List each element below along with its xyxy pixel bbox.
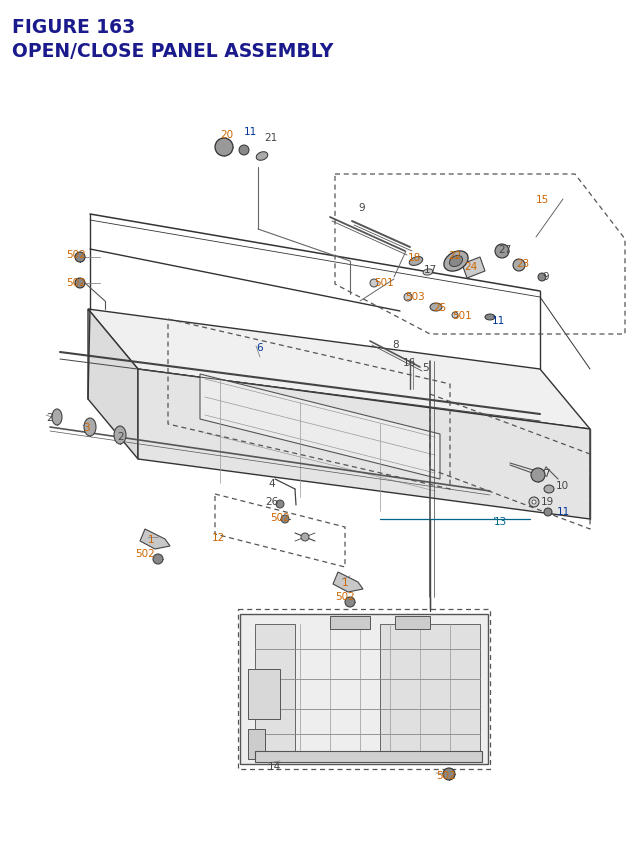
Ellipse shape — [449, 256, 463, 267]
Text: 502: 502 — [436, 770, 456, 780]
Circle shape — [239, 146, 249, 156]
Ellipse shape — [485, 314, 495, 320]
Text: FIGURE 163: FIGURE 163 — [12, 18, 135, 37]
Text: 502: 502 — [270, 512, 290, 523]
Circle shape — [495, 245, 509, 258]
Text: 26: 26 — [265, 497, 278, 506]
Text: 17: 17 — [424, 264, 437, 275]
Text: 18: 18 — [408, 253, 421, 263]
Circle shape — [301, 533, 309, 542]
Polygon shape — [248, 729, 265, 759]
Polygon shape — [333, 573, 363, 592]
Text: 501: 501 — [374, 278, 394, 288]
Text: 501: 501 — [452, 311, 472, 320]
Circle shape — [544, 508, 552, 517]
Text: 5: 5 — [422, 362, 429, 373]
Ellipse shape — [256, 152, 268, 161]
Text: 502: 502 — [135, 548, 155, 558]
Circle shape — [531, 468, 545, 482]
Polygon shape — [138, 369, 590, 519]
Text: 15: 15 — [536, 195, 549, 205]
Polygon shape — [248, 669, 280, 719]
Circle shape — [75, 253, 85, 263]
Text: 10: 10 — [556, 480, 569, 491]
Circle shape — [276, 500, 284, 508]
Text: 8: 8 — [392, 339, 399, 350]
Text: 503: 503 — [405, 292, 425, 301]
Text: 20: 20 — [220, 130, 233, 139]
Ellipse shape — [430, 304, 442, 312]
Text: 11: 11 — [557, 506, 570, 517]
Text: 21: 21 — [264, 133, 277, 143]
Ellipse shape — [544, 486, 554, 493]
Circle shape — [281, 516, 289, 523]
Text: 24: 24 — [464, 262, 477, 272]
Circle shape — [404, 294, 412, 301]
Text: 6: 6 — [256, 343, 262, 353]
Text: 12: 12 — [212, 532, 225, 542]
Polygon shape — [330, 616, 370, 629]
Polygon shape — [240, 614, 488, 764]
Circle shape — [443, 768, 455, 780]
Text: 14: 14 — [268, 761, 281, 771]
Circle shape — [452, 313, 458, 319]
Circle shape — [215, 139, 233, 157]
Ellipse shape — [444, 251, 468, 272]
Text: 9: 9 — [358, 202, 365, 213]
Text: 502: 502 — [66, 250, 86, 260]
Text: 19: 19 — [541, 497, 554, 506]
Text: 13: 13 — [494, 517, 508, 526]
Circle shape — [532, 500, 536, 505]
Polygon shape — [140, 530, 170, 549]
Text: OPEN/CLOSE PANEL ASSEMBLY: OPEN/CLOSE PANEL ASSEMBLY — [12, 42, 333, 61]
Text: 502: 502 — [335, 592, 355, 601]
Text: 23: 23 — [516, 258, 529, 269]
Text: 502: 502 — [66, 278, 86, 288]
Circle shape — [529, 498, 539, 507]
Text: 4: 4 — [268, 479, 275, 488]
Text: 11: 11 — [244, 127, 257, 137]
Polygon shape — [255, 624, 295, 759]
Text: 16: 16 — [403, 357, 416, 368]
Polygon shape — [395, 616, 430, 629]
Text: 2: 2 — [46, 412, 52, 423]
Polygon shape — [255, 751, 482, 762]
Text: 1: 1 — [148, 535, 155, 544]
Polygon shape — [200, 375, 440, 480]
Ellipse shape — [410, 257, 422, 266]
Polygon shape — [380, 624, 480, 759]
Circle shape — [75, 279, 85, 288]
Circle shape — [345, 598, 355, 607]
Circle shape — [513, 260, 525, 272]
Text: 25: 25 — [433, 303, 446, 313]
Text: 9: 9 — [542, 272, 548, 282]
Text: 3: 3 — [83, 423, 90, 432]
Ellipse shape — [423, 269, 433, 276]
Circle shape — [370, 280, 378, 288]
Text: 1: 1 — [342, 578, 349, 587]
Text: 7: 7 — [543, 468, 550, 479]
Ellipse shape — [52, 410, 62, 425]
Polygon shape — [88, 310, 590, 430]
Ellipse shape — [84, 418, 96, 437]
Ellipse shape — [114, 426, 126, 444]
Circle shape — [538, 274, 546, 282]
Polygon shape — [88, 310, 138, 460]
Text: 11: 11 — [492, 316, 505, 325]
Text: 22: 22 — [448, 251, 461, 261]
Polygon shape — [462, 257, 485, 279]
Text: 2: 2 — [117, 431, 124, 442]
Circle shape — [153, 554, 163, 564]
Text: 27: 27 — [498, 245, 511, 255]
